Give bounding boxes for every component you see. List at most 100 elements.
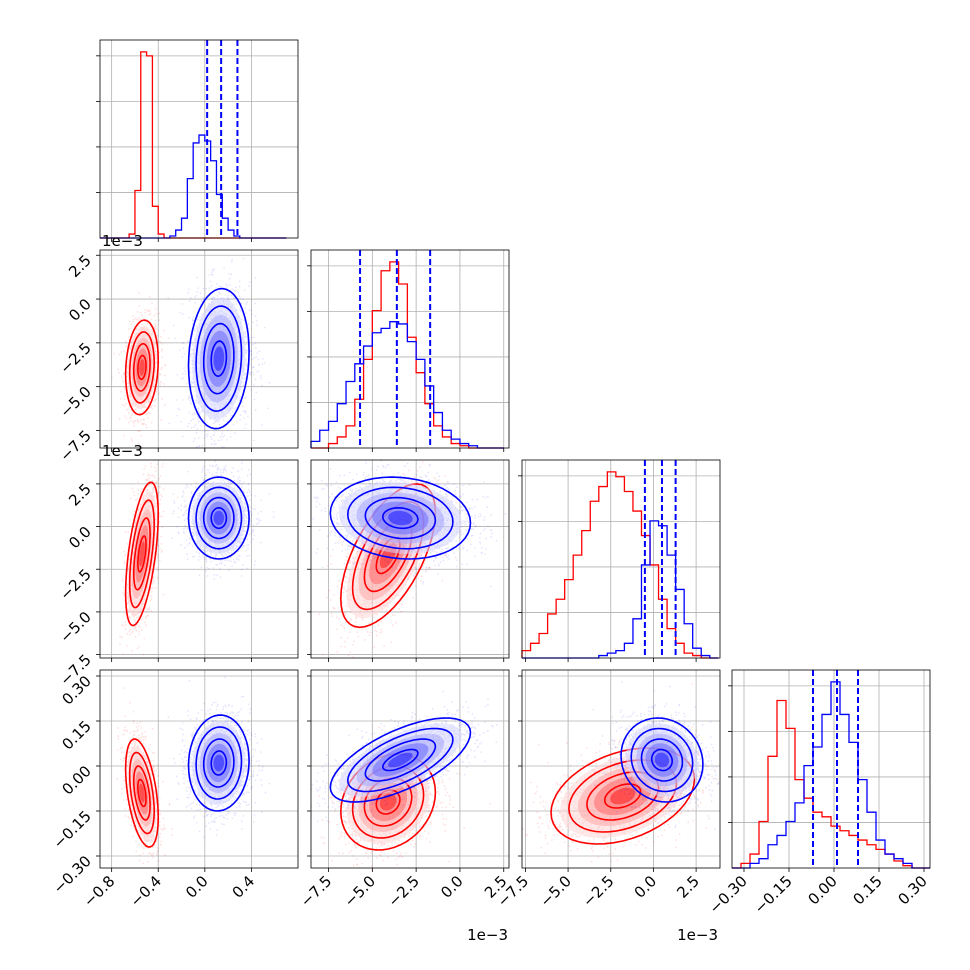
contour-series_a: [137, 354, 147, 380]
contour-series_a: [124, 481, 160, 627]
contour-series_b: [202, 322, 235, 395]
contour-series_a: [133, 765, 151, 821]
x-tick-label: 0.0: [182, 872, 212, 902]
hist-panel-p0: [99, 39, 299, 239]
contour-series_b: [210, 506, 228, 530]
y-tick-label: 0.0: [65, 523, 95, 553]
contour-series_b: [381, 506, 419, 530]
x-tick-label: 0.00: [804, 872, 840, 908]
contour-series_a: [133, 342, 151, 392]
contour-series_b: [202, 738, 235, 788]
contour-series_b: [195, 726, 243, 800]
contour-series_a: [128, 499, 156, 609]
hist-step-series_a: [732, 699, 930, 869]
x-offset-p1: 1e−3: [467, 926, 508, 944]
contour-series_b: [187, 287, 250, 430]
hist-step-series_b: [100, 134, 287, 239]
contour-series_a: [137, 778, 147, 808]
contour-series_b: [620, 717, 704, 803]
y-tick-label: 0.00: [58, 762, 94, 798]
contour-series_b: [640, 738, 684, 782]
y-offset-p1: 1e−3: [102, 232, 143, 250]
contour-series_b: [210, 750, 228, 776]
scatter-frame: [310, 669, 510, 869]
hist-step-series_b: [732, 681, 930, 869]
density-fill-series_a: [139, 359, 145, 376]
contour-series_b: [346, 727, 454, 793]
panel-content: [100, 460, 298, 658]
contour-series_b: [187, 476, 250, 560]
x-tick-label: −5.0: [341, 872, 379, 910]
x-tick-label: −5.0: [536, 872, 574, 910]
x-tick-label: 0.15: [849, 872, 885, 908]
contour-series_a: [133, 517, 151, 591]
density-fill-series_b: [213, 346, 225, 371]
x-tick-label: −0.15: [751, 872, 796, 917]
density-fill-series_b: [388, 510, 413, 526]
panel-content: [311, 460, 509, 658]
x-tick-label: −0.4: [127, 872, 165, 910]
panel-content: [100, 670, 298, 868]
contour-series_b: [329, 476, 472, 560]
contour-series_b: [329, 717, 472, 803]
x-tick-label: 0.30: [894, 872, 930, 908]
scatter-frame: [99, 249, 299, 449]
hist-panel-p3: [731, 669, 931, 869]
density-fill-series_b: [388, 752, 413, 768]
contour-series_a: [124, 319, 160, 416]
scatter-frame: [521, 669, 721, 869]
contour-series_a: [137, 535, 147, 573]
hist-step-series_a: [311, 261, 504, 449]
density-fill-series_a: [139, 541, 145, 567]
x-tick-label: −2.5: [384, 872, 422, 910]
scatter-panel-p3_vs_p2: [521, 669, 721, 869]
contour-series_b: [195, 486, 243, 550]
scatter-points-series_b: [167, 676, 271, 838]
scatter-panel-p3_vs_p1: [310, 669, 510, 869]
y-tick-label: 0.15: [58, 717, 94, 753]
density-fill-series_b: [654, 752, 670, 768]
hist-step-series_b: [522, 520, 719, 659]
density-fill-series_a: [610, 787, 636, 805]
scatter-panel-p2_vs_p1: [310, 459, 510, 659]
contour-series_b: [202, 496, 235, 540]
x-tick-label: −7.5: [297, 872, 335, 910]
y-tick-label: −0.15: [50, 807, 95, 852]
y-tick-label: −5.0: [56, 608, 94, 646]
hist-frame: [731, 669, 931, 869]
y-tick-label: −2.5: [56, 565, 94, 603]
y-tick-label: −7.5: [56, 427, 94, 465]
contour-series_a: [128, 331, 156, 404]
panel-content: [311, 670, 509, 868]
hist-frame: [310, 249, 510, 449]
x-offset-p2: 1e−3: [677, 926, 718, 944]
y-tick-label: −2.5: [56, 339, 94, 377]
hist-frame: [99, 39, 299, 239]
panel-content: [100, 250, 298, 448]
density-fill-series_a: [139, 783, 145, 803]
contour-series_a: [375, 789, 401, 815]
hist-frame: [521, 459, 721, 659]
contour-series_b: [195, 305, 243, 413]
x-tick-label: 2.5: [673, 872, 703, 902]
y-tick-label: 0.0: [65, 295, 95, 325]
contour-series_b: [364, 738, 437, 782]
contour-series_b: [346, 486, 454, 550]
hist-step-series_b: [310, 321, 504, 449]
scatter-panel-p3_vs_p0: [99, 669, 299, 869]
x-tick-label: −2.5: [579, 872, 617, 910]
hist-step-series_a: [521, 471, 719, 659]
contour-series_b: [187, 714, 250, 812]
contour-series_b: [650, 748, 674, 772]
x-tick-label: 0.0: [437, 872, 467, 902]
contour-series_b: [364, 496, 437, 540]
x-tick-label: −0.30: [706, 872, 751, 917]
hist-panel-p1: [310, 249, 510, 449]
scatter-panel-p1_vs_p0: [99, 249, 299, 449]
y-tick-label: 2.5: [65, 251, 95, 281]
contour-series_a: [128, 751, 156, 835]
panel-content: [522, 670, 720, 868]
scatter-frame: [99, 459, 299, 659]
panels: [99, 39, 931, 869]
